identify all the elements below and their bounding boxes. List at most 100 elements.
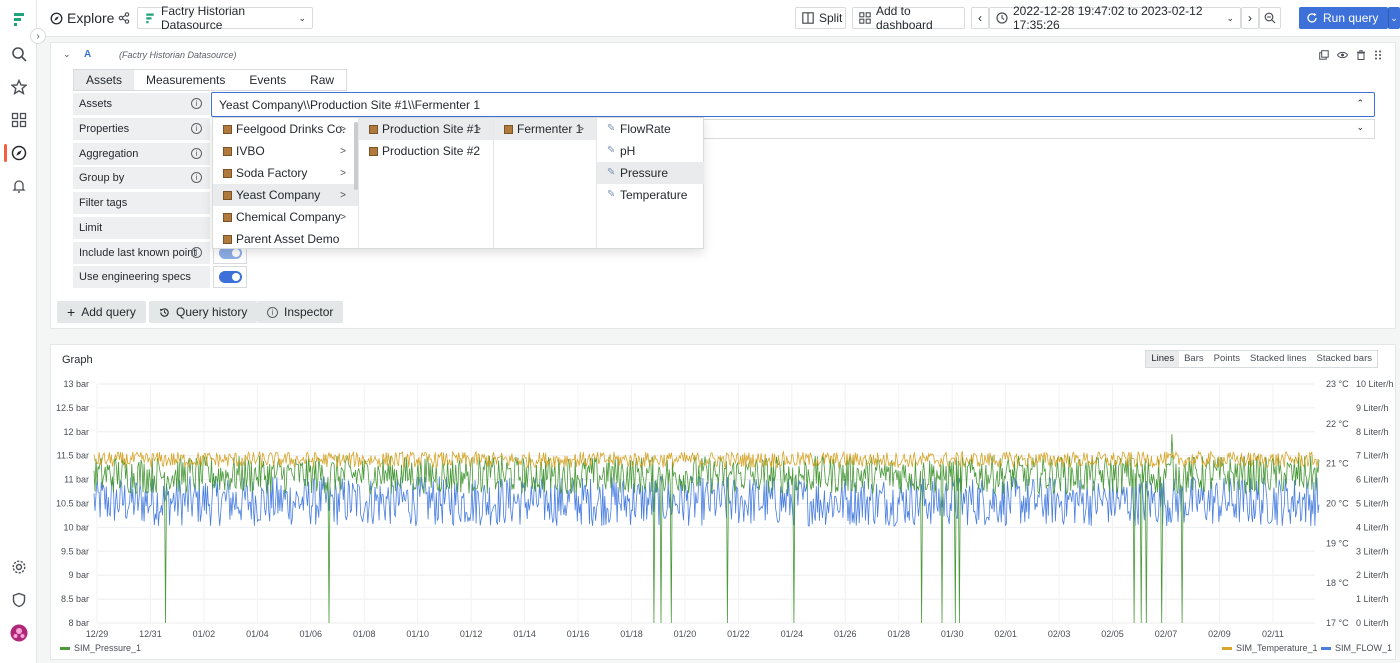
y-tick-label: 12 bar	[63, 427, 89, 437]
time-forward-button[interactable]: ›	[1241, 7, 1259, 29]
query-ref-id[interactable]: A	[84, 49, 92, 60]
asset-box-icon	[369, 124, 378, 134]
add-to-dashboard-button[interactable]: Add to dashboard	[852, 4, 965, 32]
split-icon	[802, 12, 814, 24]
zoom-out-button[interactable]	[1259, 7, 1281, 29]
option-label: Production Site #2	[382, 144, 481, 158]
prop-label-text: Aggregation	[79, 148, 139, 160]
info-icon[interactable]: i	[191, 98, 202, 109]
y-right2-tick-label: 9 Liter/h	[1356, 403, 1389, 413]
split-button[interactable]: Split	[795, 7, 846, 29]
tab-assets[interactable]: Assets	[74, 70, 135, 90]
prop-properties-label: Properties i	[73, 118, 210, 140]
share-icon[interactable]	[118, 12, 130, 24]
inspector-button[interactable]: i Inspector	[257, 301, 344, 323]
chevron-right-icon: >	[340, 189, 346, 201]
mode-bars[interactable]: Bars	[1184, 353, 1204, 364]
cascader-option-selected[interactable]: ✎ Pressure	[597, 162, 704, 184]
option-label: Production Site #1	[382, 122, 481, 136]
graph-mode-toggle: Lines Bars Points Stacked lines Stacked …	[1145, 350, 1378, 368]
series-flow-line	[93, 475, 1320, 527]
y-axis-left: 13 bar 12.5 bar 12 bar 11.5 bar 11 bar 10.5 b…	[56, 379, 89, 628]
chevron-left-icon: ‹	[978, 11, 982, 25]
legend-temperature[interactable]: SIM_Temperature_1	[1222, 643, 1318, 653]
mode-stacked-lines[interactable]: Stacked lines	[1250, 353, 1307, 364]
assets-input[interactable]: Yeast Company\\Production Site #1\\Ferme…	[211, 92, 1375, 117]
gear-icon[interactable]	[9, 557, 28, 576]
add-query-button[interactable]: + Add query	[57, 301, 146, 323]
asset-box-icon	[504, 124, 513, 134]
chevron-right-icon: >	[578, 123, 584, 135]
mode-points[interactable]: Points	[1213, 353, 1241, 364]
option-label: Yeast Company	[236, 188, 321, 202]
eye-icon[interactable]	[1337, 50, 1348, 60]
engineering-specs-toggle[interactable]	[219, 271, 242, 283]
properties-input[interactable]: ⌄	[501, 119, 1375, 139]
x-tick-label: 01/22	[727, 629, 750, 639]
tab-measurements[interactable]: Measurements	[146, 73, 226, 87]
tag-icon: ✎	[607, 167, 616, 178]
cascader-column-sites: Production Site #1 > Production Site #2	[359, 118, 494, 248]
mode-stacked-bars[interactable]: Stacked bars	[1316, 353, 1372, 364]
legend-label: SIM_Temperature_1	[1236, 643, 1318, 653]
add-query-label: Add query	[81, 305, 136, 319]
cascader-option-selected[interactable]: Yeast Company >	[213, 184, 358, 206]
y-tick-label: 10.5 bar	[56, 499, 89, 509]
cascader-option[interactable]: Parent Asset Demo	[213, 228, 358, 250]
cascader-option[interactable]: Feelgood Drinks Co. >	[213, 118, 358, 140]
y-right-tick-label: 23 °C	[1326, 379, 1349, 389]
prop-engineering-specs-label: Use engineering specs	[73, 266, 210, 288]
cascader-option-selected[interactable]: Fermenter 1 >	[494, 118, 596, 140]
collapse-chevron-icon[interactable]: ⌄	[63, 49, 71, 59]
search-icon[interactable]	[9, 44, 28, 63]
explore-compass-icon[interactable]	[9, 143, 28, 162]
info-icon[interactable]: i	[191, 247, 202, 258]
legend-flow[interactable]: SIM_FLOW_1	[1321, 643, 1392, 653]
legend-pressure[interactable]: SIM_Pressure_1	[60, 643, 141, 653]
shield-icon[interactable]	[9, 590, 28, 609]
info-icon[interactable]: i	[191, 148, 202, 159]
y-right2-tick-label: 10 Liter/h	[1356, 379, 1394, 389]
tab-raw[interactable]: Raw	[310, 73, 335, 87]
run-query-options-button[interactable]: ⌄	[1388, 7, 1400, 29]
star-icon[interactable]	[9, 77, 28, 96]
query-history-button[interactable]: Query history	[149, 301, 258, 323]
duplicate-icon[interactable]	[1319, 50, 1329, 60]
time-range-picker[interactable]: 2022-12-28 19:47:02 to 2023-02-12 17:35:…	[989, 4, 1241, 32]
tab-events[interactable]: Events	[249, 73, 287, 87]
y-right2-tick-label: 6 Liter/h	[1356, 475, 1389, 485]
dashboards-icon[interactable]	[9, 110, 28, 129]
cascader-option[interactable]: IVBO >	[213, 140, 358, 162]
x-tick-label: 01/06	[300, 629, 323, 639]
time-series-chart[interactable]: 13 bar 12.5 bar 12 bar 11.5 bar 11 bar 10.5 b…	[51, 373, 1395, 641]
bell-icon[interactable]	[9, 176, 28, 195]
x-tick-label: 01/14	[513, 629, 536, 639]
avatar[interactable]	[9, 623, 28, 642]
info-icon[interactable]: i	[191, 172, 202, 183]
chevron-up-icon[interactable]: ⌃	[1356, 98, 1364, 108]
time-back-button[interactable]: ‹	[971, 7, 989, 29]
cascader-option[interactable]: Chemical Company >	[213, 206, 358, 228]
cascader-option[interactable]: ✎ Temperature	[597, 184, 704, 206]
run-query-button[interactable]: Run query	[1299, 7, 1388, 29]
datasource-name: Factry Historian Datasource	[161, 4, 246, 32]
cascader-option[interactable]: ✎ FlowRate	[597, 118, 704, 140]
cascader-option[interactable]: Soda Factory >	[213, 162, 358, 184]
trash-icon[interactable]	[1356, 50, 1366, 60]
page-title: Explore	[67, 10, 115, 26]
cascader-option-selected[interactable]: Production Site #1 >	[359, 118, 493, 140]
logo-icon[interactable]	[9, 9, 28, 28]
scrollbar[interactable]	[354, 122, 358, 190]
info-icon[interactable]: i	[191, 123, 202, 134]
last-known-point-toggle[interactable]	[219, 247, 242, 259]
cascader-option[interactable]: Production Site #2	[359, 140, 493, 162]
mode-lines[interactable]: Lines	[1146, 351, 1180, 367]
sidebar-expand-button[interactable]: ›	[30, 28, 46, 44]
drag-handle-icon[interactable]	[1374, 50, 1382, 60]
cascader-option[interactable]: ✎ pH	[597, 140, 704, 162]
datasource-picker[interactable]: Factry Historian Datasource ⌄	[137, 4, 313, 32]
chevron-down-icon[interactable]: ⌄	[1356, 122, 1364, 132]
x-tick-label: 01/18	[620, 629, 643, 639]
x-tick-label: 01/20	[674, 629, 697, 639]
option-label: Parent Asset Demo	[236, 232, 340, 246]
